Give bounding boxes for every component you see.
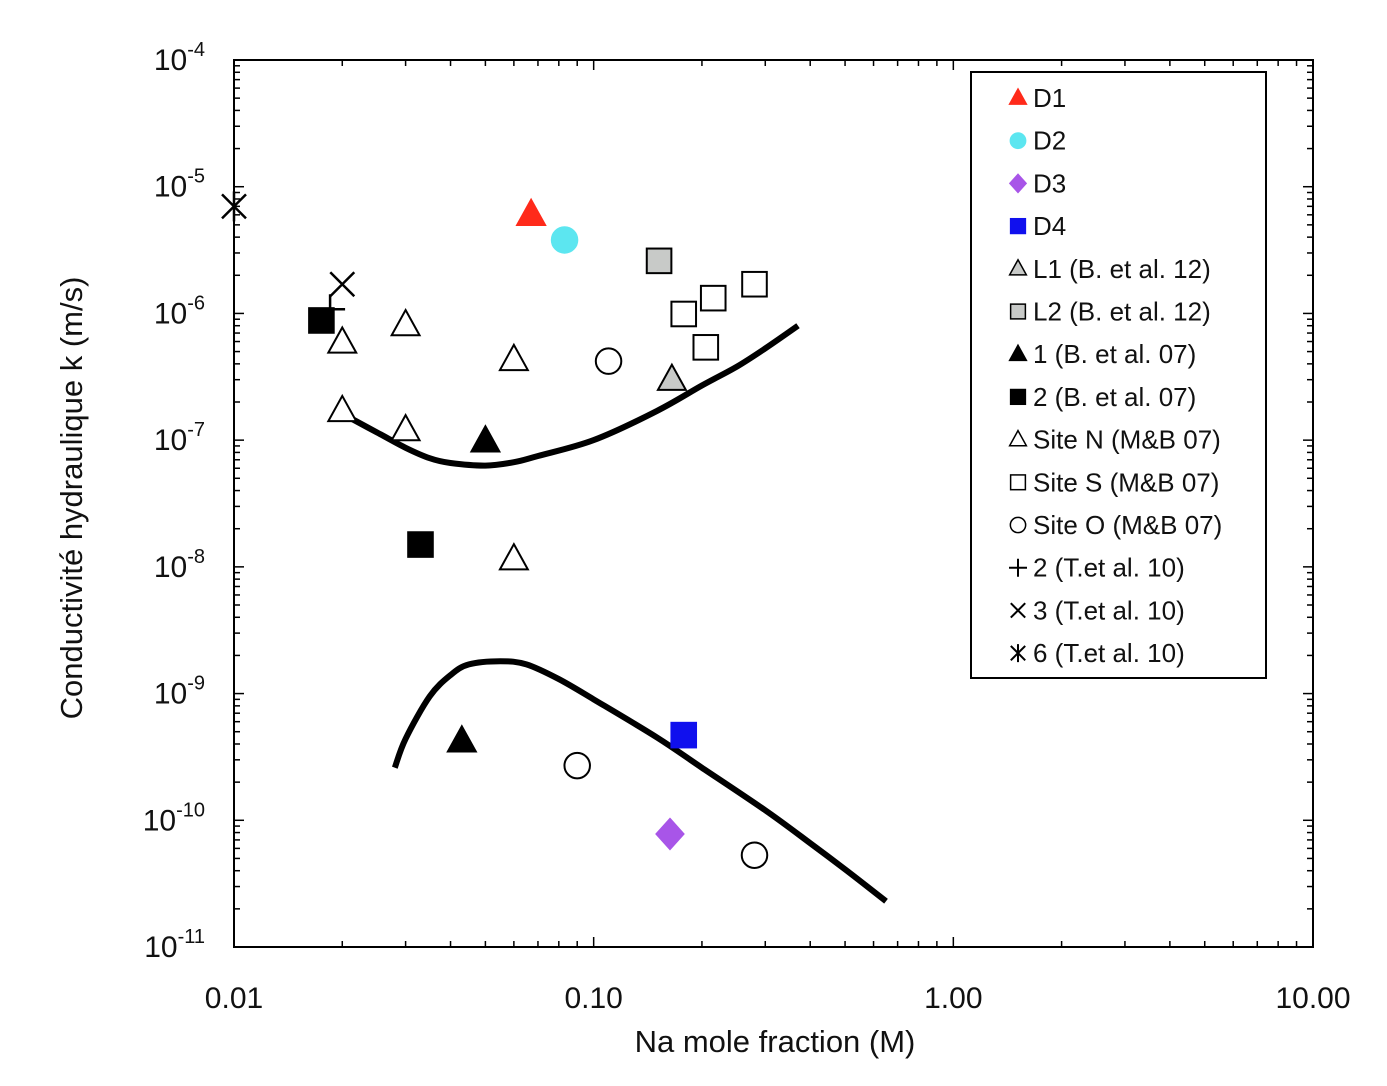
y-tick-label: 10-10 [143, 799, 205, 837]
data-point-series-8 [389, 413, 422, 442]
legend-label: D2 [1033, 126, 1066, 156]
data-point-series-8 [326, 325, 358, 354]
legend-marker-12 [1010, 602, 1026, 619]
data-point-series-9 [699, 284, 727, 312]
legend-label: 6 (T.et al. 10) [1033, 638, 1185, 668]
data-point-series-4 [656, 362, 688, 391]
data-point-series-2 [655, 817, 685, 851]
model-curves [348, 323, 888, 904]
x-tick-label: 0.10 [564, 982, 622, 1015]
data-point-series-5 [645, 247, 673, 275]
plot-frame [233, 59, 1314, 948]
legend-label: 1 (B. et al. 07) [1033, 339, 1196, 369]
legend-marker-10 [1009, 516, 1027, 534]
x-axis-title: Na mole fraction (M) [635, 1024, 916, 1059]
data-point-series-3 [670, 721, 698, 749]
y-tick-label: 10-5 [154, 166, 205, 204]
data-point-series-9 [692, 334, 720, 361]
data-point-series-8 [498, 542, 530, 571]
legend: D1 D2 D3 D4 L1 (B. et al. 12) L2 (B. et al. 1… [970, 71, 1267, 679]
data-point-series-8 [326, 393, 358, 423]
legend-label: 3 (T.et al. 10) [1033, 595, 1185, 625]
data-point-series-9 [670, 300, 698, 328]
x-tick-label: 0.01 [205, 982, 263, 1015]
legend-marker-0 [1008, 87, 1028, 105]
axis-ticks [233, 60, 1313, 948]
data-point-series-12 [329, 271, 356, 298]
data-point-series-6 [446, 724, 478, 753]
legend-marker-1 [1009, 132, 1027, 150]
legend-marker-9 [1009, 474, 1027, 491]
legend-marker-7 [1009, 388, 1027, 406]
legend-marker-6 [1008, 343, 1028, 362]
data-point-series-10 [594, 347, 623, 375]
y-tick-label: 10-4 [154, 39, 205, 77]
data-point-series-9 [741, 270, 768, 298]
y-tick-label: 10-7 [154, 419, 205, 457]
legend-box [970, 71, 1267, 679]
tick-labels: 0.01 0.10 1.00 10.00 10-4 10-5 10-6 10-7 10-8 10-… [143, 39, 1351, 1015]
legend-marker-3 [1009, 217, 1027, 235]
legend-marker-5 [1009, 303, 1027, 320]
data-point-series-8 [498, 342, 530, 372]
data-point-series-7 [407, 531, 434, 558]
legend-label: Site S (M&B 07) [1033, 467, 1219, 497]
legend-label: Site N (M&B 07) [1033, 425, 1221, 455]
legend-label: 2 (B. et al. 07) [1033, 382, 1196, 412]
x-tick-label: 10.00 [1275, 982, 1350, 1015]
legend-label: L1 (B. et al. 12) [1033, 254, 1211, 284]
legend-label: L2 (B. et al. 12) [1033, 297, 1211, 327]
data-point-series-10 [740, 841, 769, 869]
y-tick-label: 10-8 [154, 546, 205, 584]
legend-marker-2 [1008, 173, 1028, 194]
model-curve [391, 658, 888, 904]
legend-label: D3 [1033, 168, 1066, 198]
legend-label: 2 (T.et al. 10) [1033, 553, 1185, 583]
y-tick-label: 10-6 [154, 292, 205, 330]
legend-label: Site O (M&B 07) [1033, 510, 1222, 540]
y-tick-label: 10-11 [144, 926, 205, 964]
legend-label: D1 [1033, 83, 1066, 113]
legend-marker-11 [1009, 558, 1027, 577]
data-point-series-10 [563, 751, 591, 780]
data-point-series-0 [515, 197, 547, 227]
legend-marker-8 [1008, 429, 1028, 447]
y-axis-title: Conductivité hydraulique k (m/s) [54, 277, 89, 720]
model-curve [348, 323, 800, 469]
legend-marker-13 [1010, 644, 1026, 663]
legend-label: D4 [1033, 211, 1066, 241]
data-point-series-6 [469, 424, 502, 453]
legend-items: D1 D2 D3 D4 L1 (B. et al. 12) L2 (B. et al. 1… [1008, 83, 1222, 668]
x-tick-label: 1.00 [924, 982, 982, 1015]
data-point-series-13 [221, 191, 247, 222]
data-points [221, 191, 769, 869]
data-point-series-1 [550, 226, 579, 254]
data-point-series-11 [315, 294, 346, 325]
data-point-series-8 [389, 307, 422, 337]
y-tick-label: 10-9 [154, 673, 205, 711]
legend-marker-4 [1008, 258, 1028, 276]
